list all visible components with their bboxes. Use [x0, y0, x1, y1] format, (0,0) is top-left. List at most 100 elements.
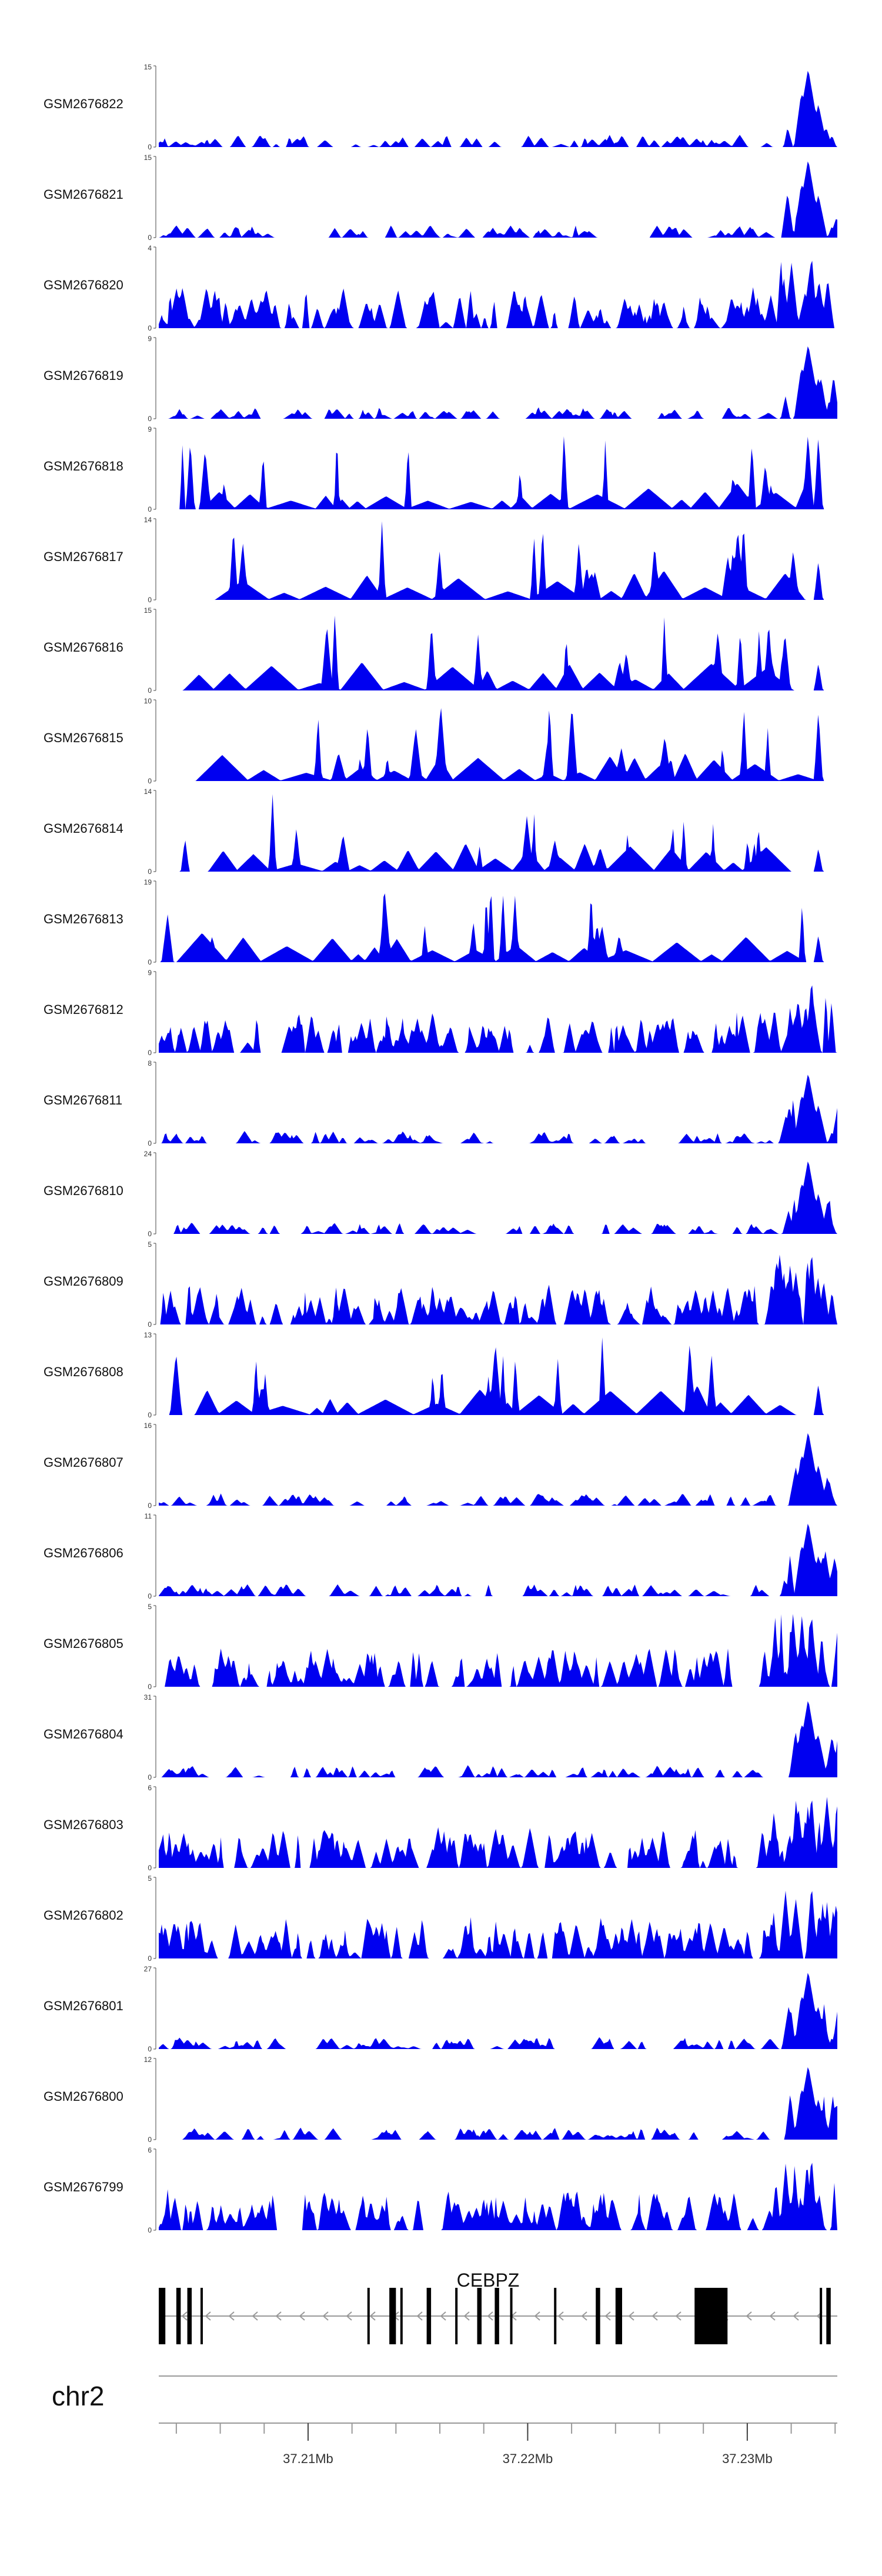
y-tick-label-max: 9 [148, 425, 152, 433]
exon [187, 2288, 192, 2344]
coverage-area [159, 71, 837, 147]
y-tick-label-zero: 0 [148, 1230, 152, 1238]
y-tick-label-zero: 0 [148, 1683, 152, 1691]
y-tick-label-max: 19 [144, 878, 152, 886]
exon [694, 2288, 728, 2344]
strand-arrow [275, 2311, 282, 2321]
y-tick-label-zero: 0 [148, 1501, 152, 1510]
strand-arrow [205, 2311, 211, 2321]
coverage-area [159, 2163, 837, 2230]
exon [159, 2288, 166, 2344]
y-tick-label-zero: 0 [148, 867, 152, 876]
strand-arrow [228, 2311, 235, 2321]
track-label: GSM2676803 [44, 1817, 123, 1832]
track-label: GSM2676812 [44, 1002, 123, 1017]
coverage-area [159, 1797, 837, 1868]
track-GSM2676808: GSM2676808 13 0 [44, 1331, 837, 1419]
track-GSM2676820: GSM2676820 4 0 [44, 244, 837, 332]
genome-axis: chr2 37.21Mb 37.22Mb 37.23Mb [52, 2375, 837, 2466]
strand-arrow [369, 2311, 376, 2321]
y-tick-label-max: 11 [145, 1512, 152, 1520]
exon [367, 2288, 370, 2344]
coverage-area [159, 1701, 837, 1777]
track-label: GSM2676810 [44, 1183, 123, 1198]
track-GSM2676800: GSM2676800 12 0 [44, 2056, 837, 2144]
track-GSM2676811: GSM2676811 8 0 [44, 1059, 837, 1147]
track-label: GSM2676819 [44, 368, 123, 383]
strand-arrow [769, 2311, 776, 2321]
y-tick-label-max: 14 [144, 516, 152, 524]
exon [400, 2288, 403, 2344]
exon [426, 2288, 432, 2344]
strand-arrow [675, 2311, 681, 2321]
exon [389, 2288, 396, 2344]
track-label: GSM2676799 [44, 2180, 123, 2194]
track-label: GSM2676801 [44, 1998, 123, 2013]
coverage-area [159, 1614, 837, 1687]
y-tick-label-zero: 0 [148, 1139, 152, 1147]
track-GSM2676803: GSM2676803 6 0 [44, 1784, 837, 1872]
track-label: GSM2676822 [44, 96, 123, 111]
coverage-area [159, 893, 837, 962]
y-tick-label-max: 9 [148, 969, 152, 977]
strand-arrow [299, 2311, 305, 2321]
coverage-area [159, 1075, 837, 1143]
chromosome-label: chr2 [52, 2381, 104, 2411]
strand-arrow [628, 2311, 634, 2321]
coverage-area [159, 1890, 837, 1958]
exon [176, 2288, 181, 2344]
coverage-area [159, 794, 837, 872]
track-label: GSM2676808 [44, 1364, 123, 1379]
x-tick-label: 37.21Mb [283, 2451, 333, 2466]
y-tick-label-zero: 0 [148, 686, 152, 695]
track-GSM2676809: GSM2676809 5 0 [44, 1240, 837, 1329]
track-label: GSM2676817 [44, 549, 123, 564]
y-tick-label-zero: 0 [148, 233, 152, 242]
strand-arrow [463, 2311, 470, 2321]
exon [510, 2288, 513, 2344]
strand-arrow [793, 2311, 799, 2321]
strand-arrow [487, 2311, 493, 2321]
y-tick-label-max: 9 [148, 335, 152, 343]
y-tick-label-max: 31 [144, 1693, 152, 1701]
gene-model: CEBPZ [159, 2270, 837, 2344]
y-tick-label-zero: 0 [148, 777, 152, 785]
coverage-area [159, 346, 837, 419]
coverage-area [159, 1523, 837, 1596]
track-label: GSM2676809 [44, 1274, 123, 1289]
y-tick-label-zero: 0 [148, 143, 152, 151]
y-tick-label-zero: 0 [148, 1411, 152, 1419]
track-GSM2676813: GSM2676813 19 0 [44, 878, 837, 966]
y-tick-label-max: 15 [144, 63, 152, 71]
track-GSM2676802: GSM2676802 5 0 [44, 1874, 837, 1963]
exon [596, 2288, 600, 2344]
track-GSM2676799: GSM2676799 6 0 [44, 2146, 837, 2234]
track-label: GSM2676811 [44, 1093, 122, 1107]
track-GSM2676817: GSM2676817 14 0 [44, 516, 837, 604]
exon [477, 2288, 482, 2344]
track-GSM2676805: GSM2676805 5 0 [44, 1603, 837, 1691]
track-label: GSM2676816 [44, 640, 123, 655]
y-tick-label-zero: 0 [148, 1592, 152, 1600]
exon [455, 2288, 458, 2344]
gene-name: CEBPZ [457, 2270, 520, 2291]
coverage-area [159, 708, 837, 781]
track-label: GSM2676802 [44, 1908, 123, 1923]
y-tick-label-max: 12 [144, 2056, 152, 2064]
track-GSM2676822: GSM2676822 15 0 [44, 63, 837, 151]
track-GSM2676816: GSM2676816 15 0 [44, 606, 837, 695]
y-tick-label-zero: 0 [148, 958, 152, 966]
y-tick-label-zero: 0 [148, 2045, 152, 2053]
coverage-area [159, 161, 837, 238]
y-tick-label-max: 15 [144, 606, 152, 615]
track-label: GSM2676818 [44, 459, 123, 473]
y-tick-label-max: 6 [148, 1784, 152, 1792]
exon [554, 2288, 557, 2344]
coverage-area [159, 261, 837, 328]
coverage-area [159, 1254, 837, 1324]
x-tick-label: 37.23Mb [722, 2451, 773, 2466]
y-tick-label-zero: 0 [148, 1864, 152, 1872]
strand-arrow [322, 2311, 329, 2321]
coverage-area [159, 521, 837, 600]
